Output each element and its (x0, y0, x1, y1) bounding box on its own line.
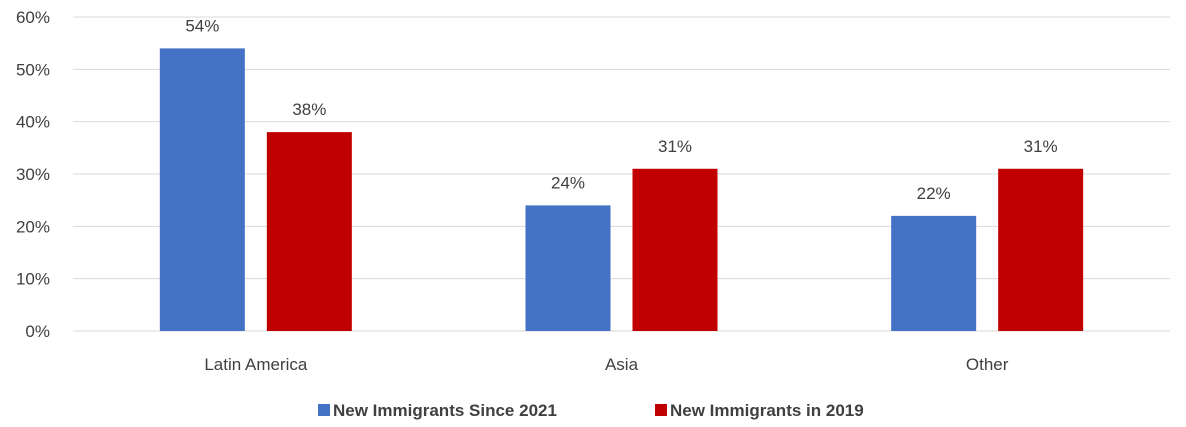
x-category-label: Other (966, 355, 1009, 374)
y-tick-label: 50% (16, 60, 50, 79)
data-label: 54% (185, 16, 219, 35)
legend: New Immigrants Since 2021 New Immigrants … (318, 401, 864, 420)
data-label: 31% (1024, 137, 1058, 156)
bar-latin-america-series-2 (266, 132, 352, 331)
data-label: 24% (551, 173, 585, 192)
y-tick-label: 20% (16, 217, 50, 236)
legend-label: New Immigrants in 2019 (670, 401, 864, 420)
y-tick-label: 60% (16, 8, 50, 27)
bar-latin-america-series-1 (159, 48, 245, 332)
bars (159, 48, 1084, 332)
data-label: 22% (917, 184, 951, 203)
y-axis-tick-labels: 0% 10% 20% 30% 40% 50% 60% (16, 8, 50, 341)
legend-swatch (655, 404, 667, 416)
data-label: 38% (292, 100, 326, 119)
bar-asia-series-2 (632, 168, 718, 331)
legend-swatch (318, 404, 330, 416)
y-tick-label: 30% (16, 165, 50, 184)
y-tick-label: 0% (25, 322, 50, 341)
gridlines (73, 16, 1170, 332)
data-labels: 54% 38% 24% 31% 22% 31% (185, 16, 1057, 202)
legend-label: New Immigrants Since 2021 (333, 401, 557, 420)
x-category-label: Asia (605, 355, 639, 374)
bar-other-series-2 (998, 168, 1084, 331)
bar-other-series-1 (891, 215, 977, 331)
data-label: 31% (658, 137, 692, 156)
x-category-label: Latin America (204, 355, 308, 374)
x-axis-category-labels: Latin America Asia Other (204, 355, 1008, 374)
y-tick-label: 40% (16, 113, 50, 132)
y-tick-label: 10% (16, 270, 50, 289)
bar-asia-series-1 (525, 205, 611, 331)
